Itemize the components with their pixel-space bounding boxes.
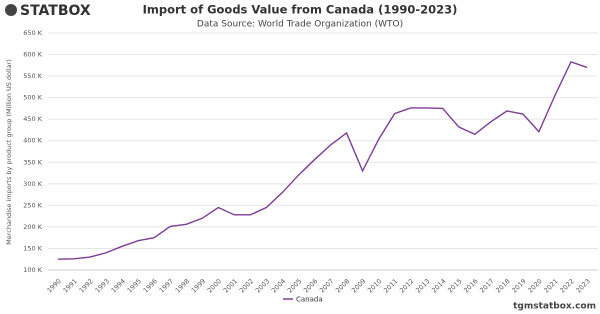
x-tick-label: 2005 xyxy=(286,277,303,294)
x-tick-label: 2022 xyxy=(558,277,575,294)
x-tick-label: 1993 xyxy=(94,277,111,294)
x-tick-label: 1998 xyxy=(174,277,191,294)
x-tick-label: 2013 xyxy=(414,277,431,294)
x-tick-label: 2006 xyxy=(302,277,319,294)
y-tick-label: 200 K xyxy=(23,223,42,231)
series-line xyxy=(57,61,588,260)
y-tick-label: 500 K xyxy=(23,94,42,102)
y-tick-label: 650 K xyxy=(23,29,42,37)
x-tick-label: 1990 xyxy=(45,277,62,294)
y-tick-label: 550 K xyxy=(23,72,42,80)
x-tick-label: 1999 xyxy=(190,277,207,294)
x-tick-label: 2020 xyxy=(526,277,543,294)
x-tick-label: 2015 xyxy=(446,277,463,294)
y-tick-label: 350 K xyxy=(23,158,42,166)
chart-title: Import of Goods Value from Canada (1990-… xyxy=(143,3,458,17)
x-tick-label: 1995 xyxy=(126,277,143,294)
logo-icon xyxy=(5,4,17,16)
y-tick-label: 150 K xyxy=(23,244,42,252)
x-tick-label: 1997 xyxy=(158,277,175,294)
x-tick-label: 2001 xyxy=(222,277,239,294)
x-tick-label: 1996 xyxy=(142,277,159,294)
x-tick-label: 2004 xyxy=(270,277,287,294)
logo-text: STATBOX xyxy=(20,3,91,19)
x-tick-label: 1991 xyxy=(62,277,79,294)
x-tick-label: 2021 xyxy=(542,277,559,294)
legend-label: Canada xyxy=(296,296,323,304)
y-tick-label: 400 K xyxy=(23,137,42,145)
x-tick-label: 1992 xyxy=(78,277,95,294)
x-tick-label: 2012 xyxy=(398,277,415,294)
y-tick-label: 300 K xyxy=(23,180,42,188)
x-tick-label: 2009 xyxy=(350,277,367,294)
y-tick-label: 100 K xyxy=(23,266,42,274)
x-tick-label: 2002 xyxy=(238,277,255,294)
x-tick-label: 2007 xyxy=(318,277,335,294)
chart-subtitle: Data Source: World Trade Organization (W… xyxy=(197,20,403,30)
x-tick-label: 2010 xyxy=(366,277,383,294)
x-tick-label: 2019 xyxy=(510,277,527,294)
x-tick-label: 2018 xyxy=(494,277,511,294)
y-tick-label: 250 K xyxy=(23,201,42,209)
x-tick-label: 2000 xyxy=(206,277,223,294)
website: tgmstatbox.com xyxy=(513,302,596,312)
x-tick-label: 2003 xyxy=(254,277,271,294)
x-tick-label: 2023 xyxy=(574,277,591,294)
x-tick-label: 2014 xyxy=(430,277,447,294)
x-tick-label: 2008 xyxy=(334,277,351,294)
x-tick-label: 2016 xyxy=(462,277,479,294)
x-tick-label: 2017 xyxy=(478,277,495,294)
x-tick-label: 2011 xyxy=(382,277,399,294)
y-tick-label: 450 K xyxy=(23,115,42,123)
y-tick-label: 600 K xyxy=(23,51,42,59)
x-tick-label: 1994 xyxy=(110,277,127,294)
logo: STATBOX xyxy=(5,3,91,19)
y-axis-label: Merchandise imports by product group (Mi… xyxy=(5,59,13,245)
